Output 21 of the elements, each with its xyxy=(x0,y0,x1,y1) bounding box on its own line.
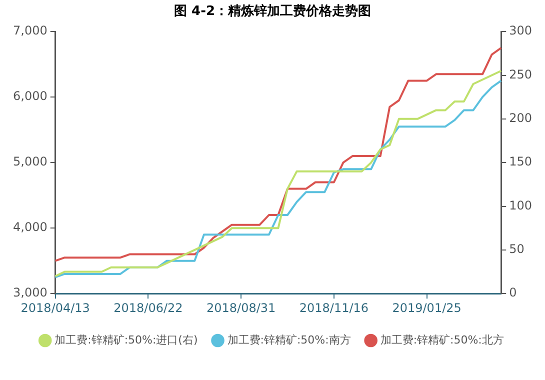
y2-tick-label: 50 xyxy=(509,242,524,256)
y2-tick-label: 300 xyxy=(509,24,532,38)
y-tick-label: 6,000 xyxy=(12,89,48,104)
legend-label: 加工费:锌精矿:50%:北方 xyxy=(380,333,504,346)
y2-tick-label: 0 xyxy=(509,286,517,300)
x-tick-label: 2018/11/16 xyxy=(299,300,369,315)
x-tick-label: 2019/01/25 xyxy=(392,300,462,315)
chart-title: 图 4-2：精炼锌加工费价格走势图 xyxy=(174,3,372,20)
y2-tick-label: 250 xyxy=(509,67,532,82)
legend-label: 加工费:锌精矿:50%:进口(右) xyxy=(54,333,198,346)
y-tick-label: 5,000 xyxy=(12,154,48,169)
legend-label: 加工费:锌精矿:50%:南方 xyxy=(227,333,351,346)
y2-tick-label: 200 xyxy=(509,111,532,126)
y2-tick-label: 150 xyxy=(509,154,532,169)
x-tick-label: 2018/04/13 xyxy=(20,300,90,315)
y2-tick-label: 100 xyxy=(509,198,532,212)
y-tick-label: 4,000 xyxy=(12,220,48,234)
x-tick-label: 2018/06/22 xyxy=(114,300,183,315)
x-tick-label: 2018/08/31 xyxy=(206,300,276,315)
y-tick-label: 7,000 xyxy=(12,24,48,38)
y-tick-label: 3,000 xyxy=(12,286,48,300)
